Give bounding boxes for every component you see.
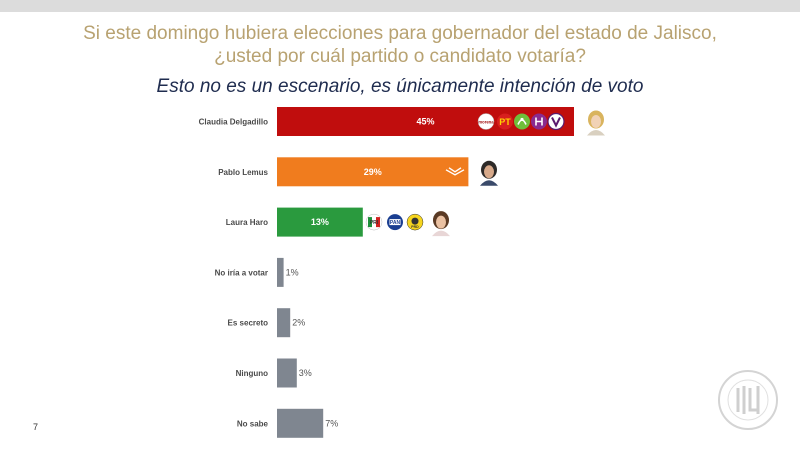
candidate-photo-haro [432,211,450,237]
mc-logo [445,167,465,176]
gallup-seal-logo [718,370,778,430]
title-line-2: ¿usted por cuál partido o candidato vota… [214,46,586,67]
category-label: Laura Haro [226,218,268,227]
category-label: Es secreto [228,319,269,328]
pri-logo: PRI [365,213,383,231]
value-label: 29% [364,167,382,177]
chart-title: Si este domingo hubiera elecciones para … [0,22,800,68]
bar-laura-haro [277,207,363,237]
top-border [0,0,800,12]
bar-pablo-lemus [277,157,469,187]
page-number: 7 [33,422,39,432]
value-label: 13% [311,217,329,227]
value-label: 3% [299,368,312,378]
category-label: Claudia Delgadillo [199,118,268,127]
bar-no-iria-a-votar [277,257,284,287]
value-label: 7% [325,418,338,428]
chart-subtitle: Esto no es un escenario, es únicamente i… [156,76,644,97]
svg-text:PT: PT [499,117,511,127]
bar-ninguno [277,358,297,388]
pan-logo: PAN [387,214,403,231]
svg-text:PRD: PRD [411,225,419,229]
candidate-photo-lemus [480,160,498,186]
category-label: Ninguno [236,369,269,378]
bar-no-sabe [277,408,324,438]
pvem-logo [514,113,530,130]
category-label: No iría a votar [215,268,268,277]
svg-text:morena: morena [478,120,494,125]
candidate-photo-delgadillo [587,110,605,136]
svg-text:PAN: PAN [390,220,401,226]
category-label: Pablo Lemus [218,168,268,177]
bar-es-secreto [277,308,291,338]
futuro-logo [547,112,565,131]
value-label: 1% [286,267,299,277]
value-label: 45% [416,117,434,127]
value-label: 2% [292,318,305,328]
title-line-1: Si este domingo hubiera elecciones para … [83,23,717,44]
pt-logo: PT [497,113,513,130]
category-label: No sabe [237,419,269,428]
svg-text:PRI: PRI [370,220,379,226]
prd-logo: PRD [406,213,424,231]
hagamos-logo [531,113,547,130]
morena-logo: morena [477,113,495,130]
